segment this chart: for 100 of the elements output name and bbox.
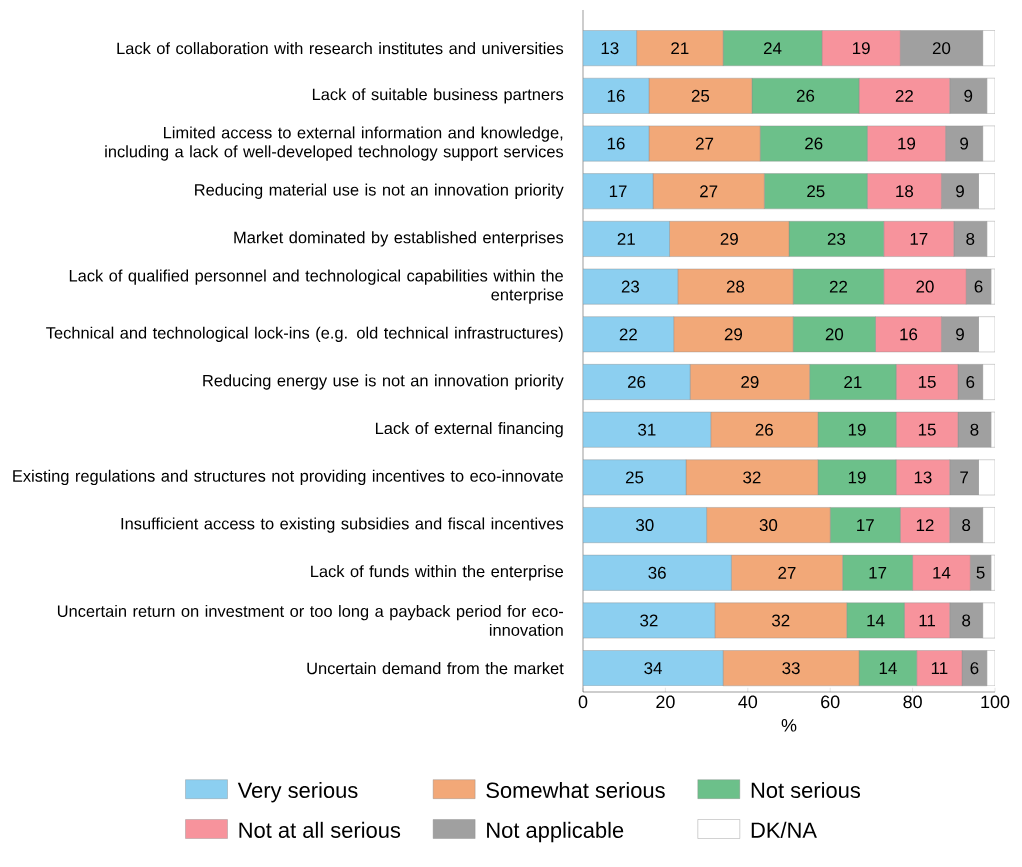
- data-label: 14: [879, 662, 897, 674]
- data-label: 13: [601, 42, 619, 55]
- data-label: 25: [625, 471, 644, 484]
- data-label: 22: [895, 89, 913, 102]
- data-label: 9: [960, 137, 969, 150]
- data-label: 13: [914, 471, 932, 484]
- bar: [583, 77, 650, 114]
- data-label: 28: [726, 280, 745, 293]
- data-label: 20: [825, 328, 844, 341]
- y-tick-label: Reducing energy use is not an innovation priority: [203, 374, 564, 390]
- legend-label: Not applicable: [487, 821, 624, 843]
- y-tick-label: Insufficient access to existing subsidies and fiscal incentives: [121, 517, 564, 533]
- data-label: 23: [827, 232, 846, 245]
- y-tick-label: Lack of qualified personnel and technological capabilities within the enterprise: [69, 269, 564, 304]
- data-label: 16: [607, 89, 625, 102]
- data-label: 17: [869, 566, 887, 579]
- data-label: 17: [910, 233, 928, 245]
- data-label: 20: [932, 42, 951, 55]
- data-label: 26: [805, 137, 823, 150]
- data-label: 19: [848, 423, 866, 436]
- bar: [583, 173, 654, 210]
- bar: [583, 507, 707, 543]
- bar: [583, 268, 678, 305]
- data-label: 14: [867, 614, 885, 627]
- data-label: 17: [609, 185, 627, 198]
- data-label: 32: [743, 471, 761, 484]
- x-tick-label: 0: [578, 695, 588, 709]
- data-label: 9: [956, 328, 964, 341]
- data-label: 9: [956, 185, 964, 198]
- data-label: 34: [644, 662, 662, 675]
- data-label: 9: [964, 89, 973, 102]
- x-tick-label: 20: [656, 695, 675, 709]
- data-label: 29: [720, 232, 738, 245]
- data-label: 19: [898, 137, 916, 150]
- data-label: 6: [970, 662, 979, 675]
- data-label: 6: [966, 376, 975, 388]
- data-label: 8: [962, 614, 971, 627]
- bar: [583, 411, 711, 448]
- data-label: 11: [931, 662, 948, 674]
- y-tick-label: Existing regulations and structures not providing incentives to eco-innovate: [13, 469, 563, 486]
- data-label: 25: [691, 89, 710, 102]
- y-tick-label: Lack of collaboration with research institutes and universities: [117, 42, 564, 55]
- data-label: 30: [636, 519, 654, 532]
- data-label: 22: [829, 280, 848, 293]
- data-label: 26: [755, 423, 773, 436]
- data-label: 27: [778, 566, 796, 579]
- data-label: 16: [900, 328, 918, 341]
- legend-label: Somewhat serious: [486, 781, 665, 799]
- data-label: 16: [607, 137, 625, 150]
- data-label: 24: [763, 42, 782, 55]
- bar: [583, 125, 650, 162]
- data-label: 29: [741, 376, 759, 388]
- x-axis-title: %: [781, 719, 797, 732]
- x-tick-label: 80: [903, 695, 922, 709]
- legend-label: Not serious: [751, 781, 861, 799]
- legend-label: Not at all serious: [239, 821, 401, 838]
- bar: [583, 554, 732, 591]
- data-label: 11: [919, 614, 935, 627]
- data-label: 20: [916, 280, 934, 293]
- bar: [583, 459, 687, 496]
- legend-label: Very serious: [237, 781, 358, 803]
- data-label: 23: [621, 280, 640, 293]
- bar: [583, 364, 691, 400]
- data-label: 22: [619, 328, 637, 341]
- data-label: 36: [648, 566, 666, 579]
- data-label: 30: [759, 519, 778, 532]
- y-tick-label: Lack of external financing: [375, 422, 563, 438]
- legend-label: DK/NA: [751, 821, 817, 838]
- y-tick-label: Technical and technological lock-ins (e.g. old technical infrastructures): [46, 326, 563, 342]
- data-label: 7: [960, 471, 968, 484]
- x-tick-label: 40: [738, 695, 758, 709]
- data-label: 26: [796, 89, 815, 102]
- y-tick-label: Uncertain demand from the market: [307, 662, 564, 675]
- data-label: 19: [852, 42, 870, 55]
- x-tick-label: 100: [981, 695, 1010, 709]
- data-label: 19: [848, 471, 866, 484]
- bar: [583, 602, 716, 639]
- data-label: 21: [671, 42, 689, 55]
- y-tick-label: Reducing material use is not an innovation priority: [195, 183, 564, 199]
- y-tick-label: Limited access to external information and knowledge, including a lack of well-developed technology support services: [105, 126, 564, 161]
- y-tick-label: Uncertain return on investment or too long a payback period for eco-innovation: [57, 604, 563, 636]
- data-label: 15: [918, 423, 936, 436]
- bar: [583, 316, 674, 353]
- y-tick-label: Lack of suitable business partners: [312, 88, 564, 104]
- y-tick-label: Market dominated by established enterprises: [234, 231, 564, 247]
- bar: [583, 221, 670, 257]
- data-label: 12: [916, 519, 934, 531]
- data-label: 26: [628, 376, 646, 388]
- data-label: 8: [966, 232, 975, 245]
- bar: [583, 650, 724, 686]
- data-label: 8: [962, 519, 971, 532]
- bar: [583, 30, 637, 66]
- data-label: 33: [782, 662, 800, 675]
- data-label: 32: [771, 614, 790, 627]
- data-label: 27: [700, 185, 718, 198]
- x-tick-label: 60: [821, 695, 840, 709]
- data-label: 8: [970, 423, 979, 436]
- data-label: 21: [617, 233, 635, 245]
- data-label: 14: [933, 566, 951, 579]
- data-label: 27: [695, 137, 714, 150]
